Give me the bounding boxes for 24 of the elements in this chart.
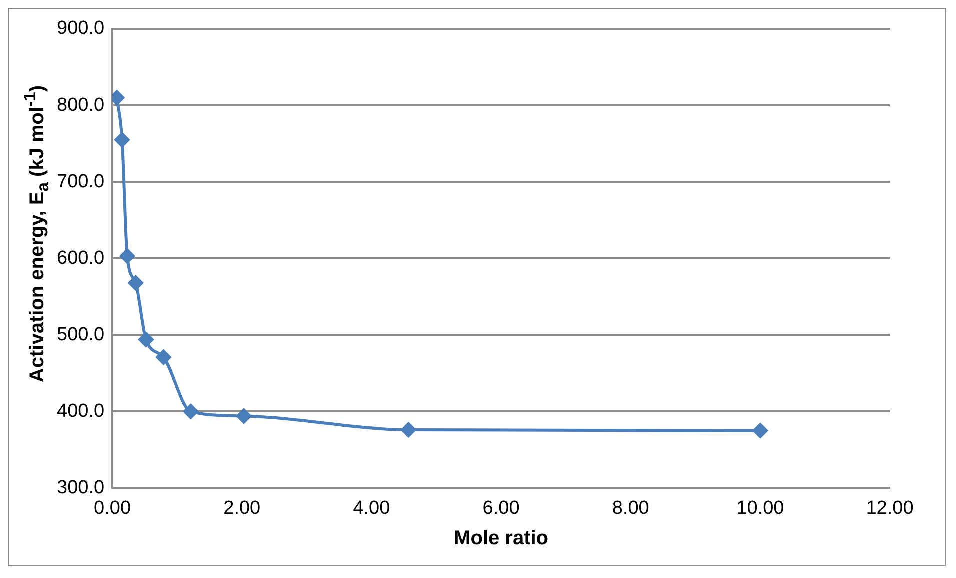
x-tick-label: 0.00: [94, 498, 132, 519]
x-tick-label: 4.00: [353, 498, 390, 519]
x-tick-label: 6.00: [482, 498, 520, 519]
y-tick-label: 600.0: [57, 248, 105, 269]
point: [120, 248, 135, 264]
y-tick-label: 700.0: [57, 171, 105, 192]
x-tick-label: 10.00: [736, 498, 784, 519]
x-tick-label: 8.00: [612, 498, 650, 519]
point: [156, 350, 172, 365]
point: [138, 332, 154, 348]
point: [114, 132, 130, 148]
point: [183, 404, 198, 420]
point: [128, 276, 144, 291]
x-tick-label: 2.00: [224, 498, 261, 519]
point: [401, 422, 416, 438]
y-tick-label: 800.0: [57, 94, 105, 116]
y-tick-label: 300.0: [57, 477, 105, 498]
point: [752, 423, 768, 438]
x-tick-label: 12.00: [866, 498, 914, 519]
y-tick-label: 400.0: [57, 400, 105, 422]
point: [236, 408, 252, 424]
y-tick-label: 900.0: [57, 18, 105, 40]
y-tick-label: 500.0: [57, 324, 105, 346]
x-axis-title: Mole ratio: [454, 528, 548, 550]
